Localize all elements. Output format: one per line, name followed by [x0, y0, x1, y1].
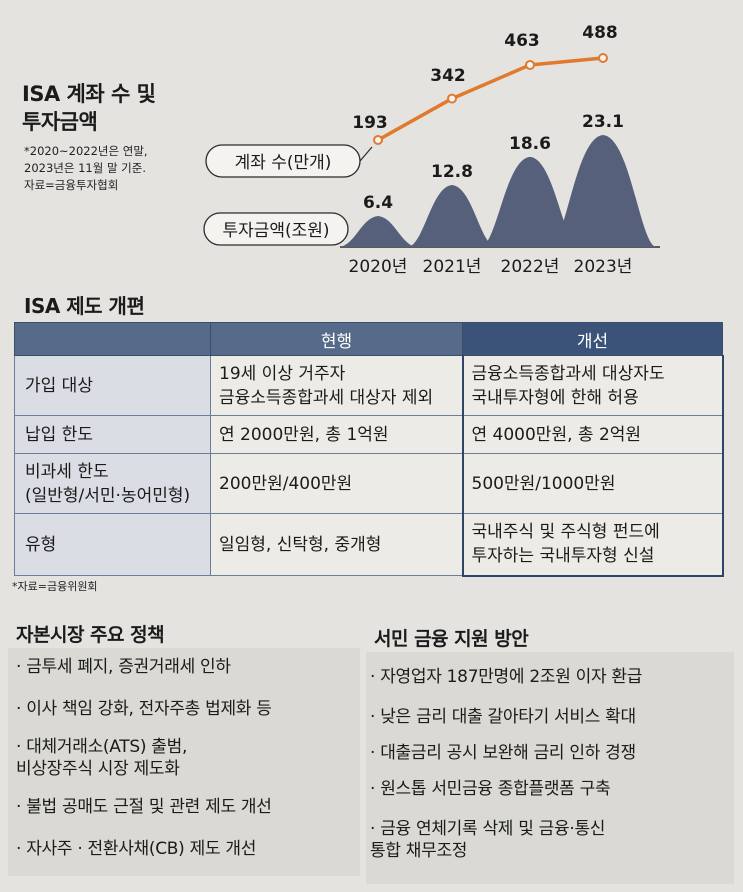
table-row: 유형 일임형, 신탁형, 중개형 국내주식 및 주식형 펀드에 투자하는 국내투… — [14, 513, 724, 577]
investment-value-label: 18.6 — [509, 134, 551, 154]
list-item: · 불법 공매도 근절 및 관련 제도 개선 — [16, 797, 272, 817]
accounts-value-label: 463 — [504, 31, 540, 51]
legend-investment: 투자금액(조원) — [203, 212, 349, 246]
investment-value-label: 12.8 — [431, 162, 473, 182]
x-axis-labels: 2020년 2021년 2022년 2023년 — [349, 257, 633, 277]
investment-value-label: 23.1 — [582, 112, 624, 132]
cell-current: 일임형, 신탁형, 중개형 — [210, 513, 463, 576]
header-current: 현행 — [210, 322, 463, 356]
cell-current: 200만원/400만원 — [210, 453, 463, 514]
chart-title: ISA 계좌 수 및 투자금액 — [22, 82, 156, 134]
row-label: 유형 — [14, 513, 211, 576]
reform-table: 현행 개선 가입 대상 19세 이상 거주자 금융소득종합과세 대상자 제외 금… — [14, 322, 724, 577]
list-item: · 자영업자 187만명에 2조원 이자 환급 — [370, 667, 643, 687]
accounts-value-label: 488 — [582, 23, 618, 43]
accounts-series — [373, 53, 608, 145]
table-row: 가입 대상 19세 이상 거주자 금융소득종합과세 대상자 제외 금융소득종합과… — [14, 355, 724, 416]
investment-mountain — [340, 215, 416, 247]
list-item: · 이사 책임 강화, 전자주총 법제화 등 — [16, 699, 272, 719]
investment-series — [340, 135, 656, 247]
accounts-value-label: 193 — [352, 113, 388, 133]
investment-value-label: 6.4 — [363, 193, 393, 213]
support-box: · 자영업자 187만명에 2조원 이자 환급 · 낮은 금리 대출 갈아타기 … — [366, 652, 734, 884]
investment-mountain — [408, 184, 496, 247]
investment-mountain — [481, 156, 579, 247]
x-tick-label: 2022년 — [501, 257, 560, 277]
cell-improved: 국내주식 및 주식형 펀드에 투자하는 국내투자형 신설 — [461, 513, 724, 577]
header-corner — [14, 322, 211, 356]
list-item: · 낮은 금리 대출 갈아타기 서비스 확대 — [370, 707, 636, 727]
legend-accounts: 계좌 수(만개) — [205, 144, 373, 178]
header-improved: 개선 — [462, 322, 723, 356]
cell-current: 19세 이상 거주자 금융소득종합과세 대상자 제외 — [210, 355, 463, 416]
cell-current: 연 2000만원, 총 1억원 — [210, 415, 463, 454]
capital-market-title: 자본시장 주요 정책 — [16, 624, 165, 646]
accounts-point — [525, 59, 535, 70]
list-item: · 대출금리 공시 보완해 금리 인하 경쟁 — [370, 743, 636, 763]
accounts-point — [598, 53, 608, 63]
cell-improved: 금융소득종합과세 대상자도 국내투자형에 한해 허용 — [461, 355, 724, 416]
support-title: 서민 금융 지원 방안 — [374, 628, 529, 650]
cell-improved: 500만원/1000만원 — [461, 453, 724, 514]
accounts-value-label: 342 — [430, 66, 466, 86]
x-tick-label: 2023년 — [574, 257, 633, 277]
row-label: 가입 대상 — [14, 355, 211, 416]
accounts-point — [447, 93, 457, 104]
x-tick-label: 2021년 — [423, 257, 482, 277]
value-labels: 193 342 463 488 6.4 12.8 18.6 23.1 — [352, 23, 624, 213]
chart-note: *2020~2022년은 연말, 2023년은 11월 말 기준. 자료=금융투… — [24, 144, 148, 192]
list-item: · 금투세 폐지, 증권거래세 인하 — [16, 657, 231, 677]
legend-investment-label: 투자금액(조원) — [222, 221, 329, 241]
list-item: · 원스톱 서민금융 종합플랫폼 구축 — [370, 779, 611, 799]
legend-accounts-label: 계좌 수(만개) — [235, 153, 332, 173]
table-source-note: *자료=금융위원회 — [12, 580, 98, 593]
row-label: 납입 한도 — [14, 415, 211, 454]
x-tick-label: 2020년 — [349, 257, 408, 277]
accounts-line — [377, 56, 604, 142]
list-item: · 자사주 · 전환사채(CB) 제도 개선 — [16, 839, 257, 859]
investment-mountain — [550, 135, 656, 247]
table-row: 납입 한도 연 2000만원, 총 1억원 연 4000만원, 총 2억원 — [14, 415, 724, 454]
reform-title: ISA 제도 개편 — [24, 294, 145, 318]
accounts-point — [373, 135, 383, 145]
capital-market-box: · 금투세 폐지, 증권거래세 인하 · 이사 책임 강화, 전자주총 법제화 … — [8, 648, 360, 876]
list-item: · 금융 연체기록 삭제 및 금융·통신 통합 채무조정 — [370, 819, 606, 861]
row-label: 비과세 한도 (일반형/서민·농어민형) — [14, 453, 211, 514]
reform-header-row: 현행 개선 — [14, 322, 723, 356]
cell-improved: 연 4000만원, 총 2억원 — [461, 415, 724, 454]
table-row: 비과세 한도 (일반형/서민·농어민형) 200만원/400만원 500만원/1… — [14, 453, 724, 514]
list-item: · 대체거래소(ATS) 출범, 비상장주식 시장 제도화 — [16, 737, 188, 779]
